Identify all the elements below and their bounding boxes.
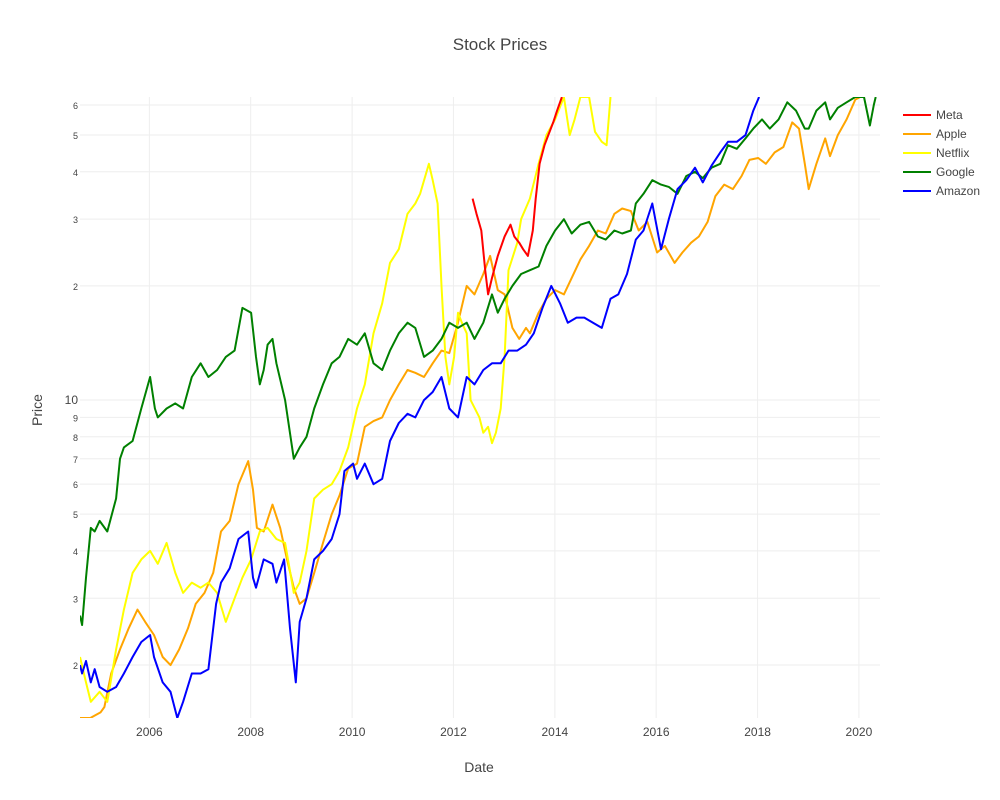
y-tick-label: 3 bbox=[73, 215, 78, 225]
series-line-apple[interactable] bbox=[80, 97, 861, 718]
y-tick-label: 6 bbox=[73, 480, 78, 490]
y-axis-title: Price bbox=[29, 394, 45, 426]
y-tick-label: 2 bbox=[73, 282, 78, 292]
y-tick-label: 10 bbox=[65, 393, 79, 407]
legend-item-meta[interactable]: Meta bbox=[903, 108, 963, 122]
legend-label: Meta bbox=[936, 108, 963, 122]
y-tick-label: 5 bbox=[73, 510, 78, 520]
y-tick-label: 4 bbox=[73, 547, 78, 557]
x-tick-label: 2014 bbox=[542, 725, 569, 739]
x-tick-label: 2016 bbox=[643, 725, 670, 739]
series-line-amazon[interactable] bbox=[80, 97, 761, 718]
legend-label: Netflix bbox=[936, 146, 969, 160]
y-tick-label: 5 bbox=[73, 131, 78, 141]
y-tick-label: 2 bbox=[73, 661, 78, 671]
series-line-google[interactable] bbox=[80, 97, 877, 626]
x-tick-label: 2020 bbox=[846, 725, 873, 739]
y-tick-label: 8 bbox=[73, 433, 78, 443]
legend-label: Apple bbox=[936, 127, 967, 141]
x-axis-title: Date bbox=[464, 759, 494, 775]
y-tick-label: 9 bbox=[73, 413, 78, 423]
x-tick-label: 2008 bbox=[237, 725, 264, 739]
legend-item-netflix[interactable]: Netflix bbox=[903, 146, 969, 160]
x-tick-label: 2010 bbox=[339, 725, 366, 739]
y-tick-label: 6 bbox=[73, 101, 78, 111]
series-lines bbox=[80, 97, 877, 718]
x-tick-label: 2012 bbox=[440, 725, 467, 739]
y-tick-label: 3 bbox=[73, 594, 78, 604]
legend-label: Amazon bbox=[936, 184, 980, 198]
legend-item-apple[interactable]: Apple bbox=[903, 127, 967, 141]
x-axis-ticks: 2006 2008 2010 2012 2014 2016 2018 2020 bbox=[136, 725, 873, 739]
legend-label: Google bbox=[936, 165, 975, 179]
x-tick-label: 2018 bbox=[744, 725, 771, 739]
legend-item-amazon[interactable]: Amazon bbox=[903, 184, 980, 198]
series-line-netflix[interactable] bbox=[80, 97, 612, 703]
y-axis-ticks: 2 3 4 5 6 7 8 9 10 2 3 4 5 6 bbox=[65, 101, 79, 671]
grid-lines bbox=[80, 97, 880, 718]
y-tick-label: 4 bbox=[73, 168, 78, 178]
legend-item-google[interactable]: Google bbox=[903, 165, 975, 179]
chart-title: Stock Prices bbox=[453, 35, 547, 54]
y-tick-label: 7 bbox=[73, 455, 78, 465]
x-tick-label: 2006 bbox=[136, 725, 163, 739]
legend[interactable]: Meta Apple Netflix Google Amazon bbox=[903, 108, 980, 198]
series-line-meta[interactable] bbox=[471, 97, 563, 296]
